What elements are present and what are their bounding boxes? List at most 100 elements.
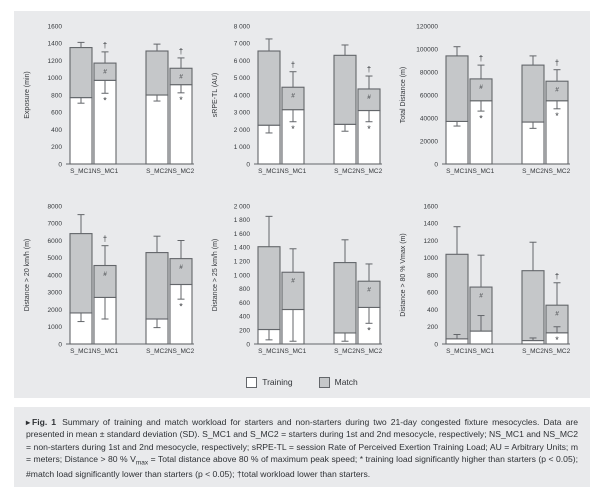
x-category-label: NS_MC1 bbox=[468, 168, 495, 175]
chart-3: Total Distance (m) 0 20000 40000 60000 80000 1… bbox=[396, 14, 584, 194]
y-tick-label: 400 bbox=[239, 314, 250, 321]
star-symbol: * bbox=[367, 124, 371, 134]
legend-item-match: Match bbox=[318, 376, 358, 388]
y-tick-label: 1400 bbox=[424, 221, 439, 228]
y-tick-label: 1000 bbox=[48, 324, 63, 331]
chart-svg: Total Distance (m) 0 20000 40000 60000 80000 1… bbox=[400, 23, 571, 175]
legend-swatch-icon bbox=[246, 376, 258, 388]
chart-svg: sRPE-TL (AU) 0 1 000 2 000 3 000 4 000 5 000 6 … bbox=[212, 23, 383, 175]
y-axis-label: Distance > 80 % Vmax (m) bbox=[400, 233, 407, 316]
y-tick-label: 1 200 bbox=[234, 259, 251, 266]
y-tick-label: 400 bbox=[427, 307, 438, 314]
bar-group-NS_MC1: # NS_MC1 bbox=[468, 254, 495, 355]
y-tick-label: 2 000 bbox=[234, 203, 251, 210]
x-category-label: S_MC2 bbox=[334, 348, 356, 355]
y-tick-label: 2 000 bbox=[234, 127, 251, 134]
x-category-label: NS_MC2 bbox=[168, 348, 195, 355]
bar-group-NS_MC2: # * NS_MC2 bbox=[168, 240, 195, 355]
bar-group-NS_MC2: # * NS_MC2 bbox=[356, 263, 383, 355]
x-category-label: NS_MC1 bbox=[92, 168, 119, 175]
y-tick-label: 200 bbox=[239, 328, 250, 335]
y-tick-label: 3 000 bbox=[234, 110, 251, 117]
x-category-label: S_MC1 bbox=[258, 348, 280, 355]
y-axis-label: Distance > 25 km/h (m) bbox=[212, 239, 219, 312]
y-tick-label: 0 bbox=[246, 161, 250, 168]
y-tick-label: 200 bbox=[427, 324, 438, 331]
y-tick-label: 1 600 bbox=[234, 231, 251, 238]
chart-4: Distance > 20 km/h (m) 0 1000 2000 3000 4000 5… bbox=[20, 194, 208, 374]
star-symbol: * bbox=[179, 301, 183, 311]
caption-text: Summary of training and match workload f… bbox=[26, 417, 578, 479]
x-category-label: NS_MC2 bbox=[544, 348, 571, 355]
x-category-label: S_MC2 bbox=[146, 168, 168, 175]
y-tick-label: 800 bbox=[239, 286, 250, 293]
y-tick-label: 20000 bbox=[420, 138, 438, 145]
y-tick-label: 5 000 bbox=[234, 75, 251, 82]
bar-group-S_MC2: S_MC2 bbox=[333, 239, 357, 355]
chart-svg: Distance > 25 km/h (m) 0 200 400 600 800 1 000… bbox=[212, 203, 383, 355]
y-tick-label: 3000 bbox=[48, 290, 63, 297]
bar-group-NS_MC1: † # * NS_MC1 bbox=[92, 41, 119, 175]
x-category-label: NS_MC2 bbox=[168, 168, 195, 175]
y-tick-label: 600 bbox=[51, 110, 62, 117]
y-tick-label: 1200 bbox=[424, 238, 439, 245]
y-tick-label: 8000 bbox=[48, 203, 63, 210]
chart-svg: Distance > 20 km/h (m) 0 1000 2000 3000 4000 5… bbox=[24, 203, 195, 355]
x-category-label: S_MC1 bbox=[70, 348, 92, 355]
y-tick-label: 7000 bbox=[48, 221, 63, 228]
bar-group-S_MC1: S_MC1 bbox=[69, 41, 93, 175]
bar-group-S_MC1: S_MC1 bbox=[257, 215, 281, 355]
chart-1: Exposure (min) 0 200 400 600 800 1000 1200 1400 1… bbox=[20, 14, 208, 194]
hash-symbol: # bbox=[103, 68, 107, 75]
y-tick-label: 1 800 bbox=[234, 217, 251, 224]
bar-group-NS_MC2: † # * NS_MC2 bbox=[544, 59, 571, 175]
y-tick-label: 1200 bbox=[48, 58, 63, 65]
bar-group-NS_MC1: † # * NS_MC1 bbox=[468, 54, 495, 175]
y-tick-label: 7 000 bbox=[234, 41, 251, 48]
bar-group-S_MC2: S_MC2 bbox=[145, 43, 169, 175]
y-tick-label: 1 000 bbox=[234, 272, 251, 279]
bar-group-S_MC2: S_MC2 bbox=[521, 55, 545, 175]
y-tick-label: 1000 bbox=[424, 255, 439, 262]
dagger-symbol: † bbox=[103, 41, 107, 50]
y-tick-label: 400 bbox=[51, 127, 62, 134]
y-tick-label: 5000 bbox=[48, 255, 63, 262]
star-symbol: * bbox=[179, 95, 183, 105]
bar-group-S_MC2: S_MC2 bbox=[521, 241, 545, 355]
caption-fig-label: Fig. 1 bbox=[32, 417, 57, 427]
chart-legend: Training Match bbox=[14, 372, 590, 392]
x-category-label: S_MC2 bbox=[146, 348, 168, 355]
y-tick-label: 1000 bbox=[48, 75, 63, 82]
dagger-symbol: † bbox=[367, 65, 371, 74]
hash-symbol: # bbox=[555, 86, 559, 93]
dagger-symbol: † bbox=[555, 59, 559, 68]
dagger-symbol: † bbox=[103, 235, 107, 244]
y-tick-label: 60000 bbox=[420, 92, 438, 99]
hash-symbol: # bbox=[103, 271, 107, 278]
y-tick-label: 0 bbox=[434, 161, 438, 168]
x-category-label: NS_MC1 bbox=[280, 168, 307, 175]
x-category-label: S_MC1 bbox=[70, 168, 92, 175]
charts-grid: Exposure (min) 0 200 400 600 800 1000 1200 1400 1… bbox=[14, 11, 590, 374]
bar-group-NS_MC1: † # NS_MC1 bbox=[92, 235, 119, 355]
caption-segment: = Total distance above 80 % of maximum p… bbox=[26, 453, 578, 479]
y-tick-label: 2000 bbox=[48, 307, 63, 314]
x-category-label: S_MC1 bbox=[446, 348, 468, 355]
hash-symbol: # bbox=[179, 74, 183, 81]
y-tick-label: 6000 bbox=[48, 238, 63, 245]
bar-group-NS_MC2: † # * NS_MC2 bbox=[544, 272, 571, 355]
y-tick-label: 4000 bbox=[48, 272, 63, 279]
bar-group-NS_MC2: † # * NS_MC2 bbox=[168, 47, 195, 175]
y-tick-label: 0 bbox=[246, 341, 250, 348]
hash-symbol: # bbox=[291, 93, 295, 100]
bar-group-S_MC1: S_MC1 bbox=[257, 38, 281, 175]
x-category-label: NS_MC2 bbox=[356, 168, 383, 175]
chart-svg: Distance > 80 % Vmax (m) 0 200 400 600 800 100… bbox=[400, 203, 571, 355]
y-tick-label: 600 bbox=[427, 290, 438, 297]
y-tick-label: 100000 bbox=[416, 46, 438, 53]
y-tick-label: 800 bbox=[427, 272, 438, 279]
hash-symbol: # bbox=[555, 310, 559, 317]
bar-group-S_MC1: S_MC1 bbox=[445, 226, 469, 355]
y-tick-label: 1 400 bbox=[234, 245, 251, 252]
